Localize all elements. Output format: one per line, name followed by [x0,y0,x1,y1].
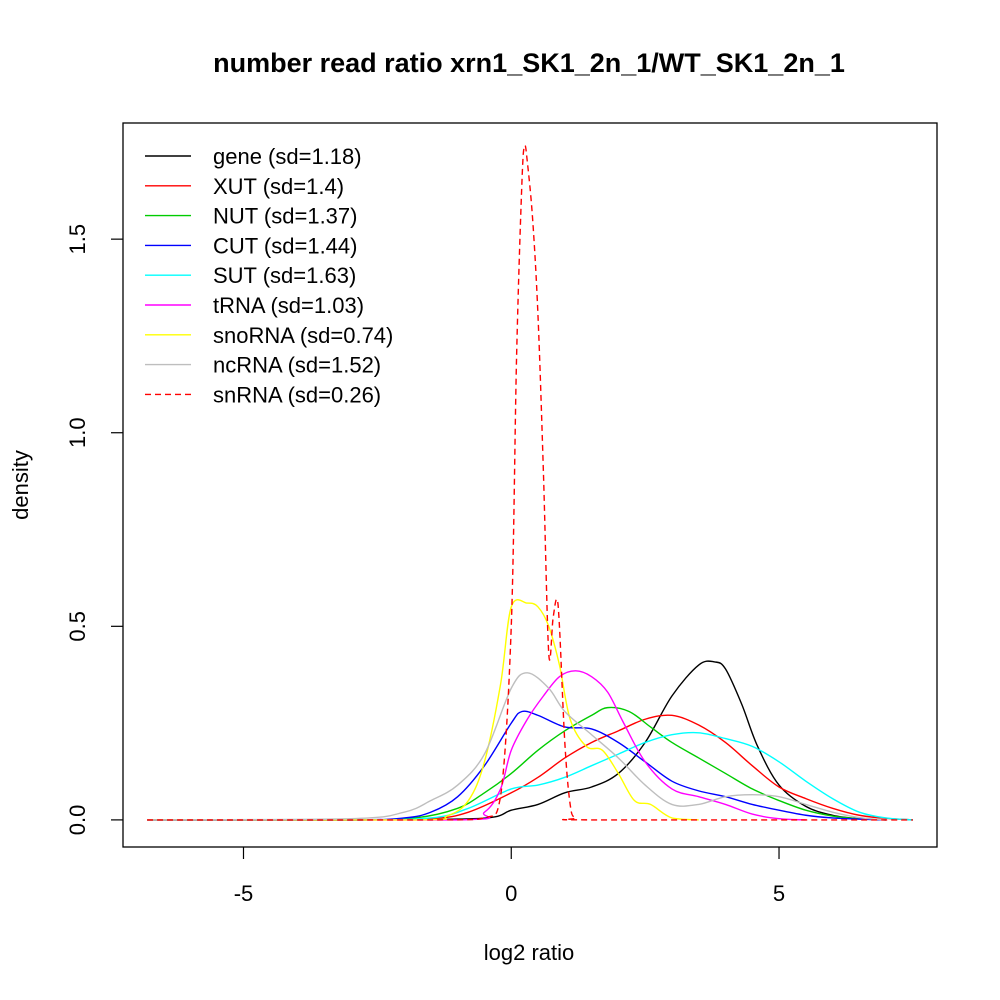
legend-label: snRNA (sd=0.26) [213,382,381,407]
x-tick-label: 5 [773,881,785,906]
series-line-2 [147,714,913,821]
legend-label: ncRNA (sd=1.52) [213,353,381,378]
x-tick-label: -5 [234,881,254,906]
y-tick-label: 1.5 [65,224,90,255]
y-axis-label: density [8,450,33,520]
series-line-3 [147,706,887,821]
legend-label: NUT (sd=1.37) [213,204,357,229]
x-axis: -5 0 5 [234,847,785,906]
chart-title: number read ratio xrn1_SK1_2n_1/WT_SK1_2… [213,48,845,78]
y-axis: 0.0 0.5 1.0 1.5 [65,224,123,835]
series-layer [147,144,913,821]
x-tick-label: 0 [505,881,517,906]
series-line-4 [147,710,887,821]
y-tick-label: 0.5 [65,611,90,642]
legend-label: XUT (sd=1.4) [213,174,344,199]
y-tick-label: 1.0 [65,417,90,448]
legend-label: tRNA (sd=1.03) [213,293,364,318]
series-line-7 [147,599,699,821]
legend: gene (sd=1.18) XUT (sd=1.4) NUT (sd=1.37) C… [145,144,393,407]
series-line-6 [147,670,806,821]
legend-label: gene (sd=1.18) [213,144,362,169]
series-line-8 [147,672,887,821]
legend-label: snoRNA (sd=0.74) [213,323,393,348]
legend-label: CUT (sd=1.44) [213,233,357,258]
x-axis-label: log2 ratio [484,940,575,965]
plot-frame [122,122,938,848]
legend-label: SUT (sd=1.63) [213,263,356,288]
series-line-9 [147,144,913,821]
y-tick-label: 0.0 [65,805,90,836]
